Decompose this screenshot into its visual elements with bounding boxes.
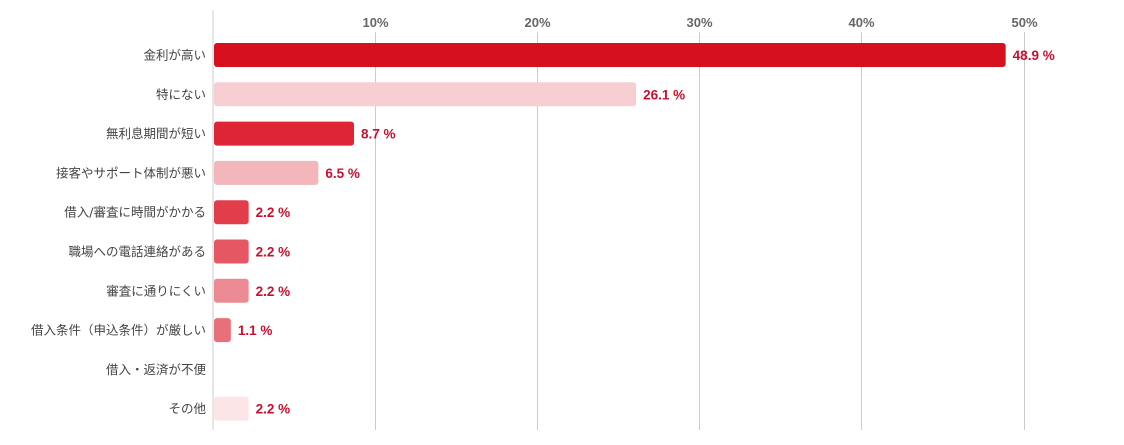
category-label: 特にない [156,87,206,102]
category-labels: 金利が高い特にない無利息期間が短い接客やサポート体制が悪い借入/審査に時間がかか… [31,48,207,417]
x-tick-label: 50% [1011,15,1037,30]
x-tick-label: 30% [686,15,712,30]
category-label: 接客やサポート体制が悪い [56,165,206,180]
data-labels: 48.9 % 26.1 % 8.7 % 6.5 % 2.2 % 2.2 % 2.2 % 1.1… [238,48,1055,417]
grid-lines [212,10,1025,430]
category-label: 借入・返済が不便 [106,362,207,377]
data-label: 2.2 % [256,402,291,417]
category-label: 借入/審査に時間がかかる [64,205,206,220]
data-label: 26.1 % [643,87,685,102]
x-tick-label: 20% [524,15,550,30]
data-label: 1.1 % [238,323,273,338]
bars [214,43,1006,421]
bar [214,121,355,146]
bar [214,278,249,303]
data-label: 2.2 % [256,284,291,299]
bar [214,82,637,107]
category-label: 職場への電話連絡がある [68,244,206,259]
bar [214,318,231,343]
category-label: 金利が高い [143,48,206,63]
data-label: 48.9 % [1013,48,1055,63]
x-tick-label: 10% [362,15,388,30]
category-label: 無利息期間が短い [106,126,206,141]
bar [214,396,249,421]
data-label: 2.2 % [256,245,291,260]
x-tick-label: 40% [848,15,874,30]
bar [214,239,249,264]
bar [214,200,249,225]
data-label: 6.5 % [325,166,360,181]
category-label: 審査に通りにくい [106,283,206,298]
category-label: 借入条件（申込条件）が厳しい [31,323,206,338]
category-label: その他 [168,401,206,416]
bar [214,43,1006,67]
data-label: 2.2 % [256,205,291,220]
bar [214,160,319,185]
data-label: 8.7 % [361,127,396,142]
x-tick-labels: 10% 20% 30% 40% 50% [362,15,1037,30]
